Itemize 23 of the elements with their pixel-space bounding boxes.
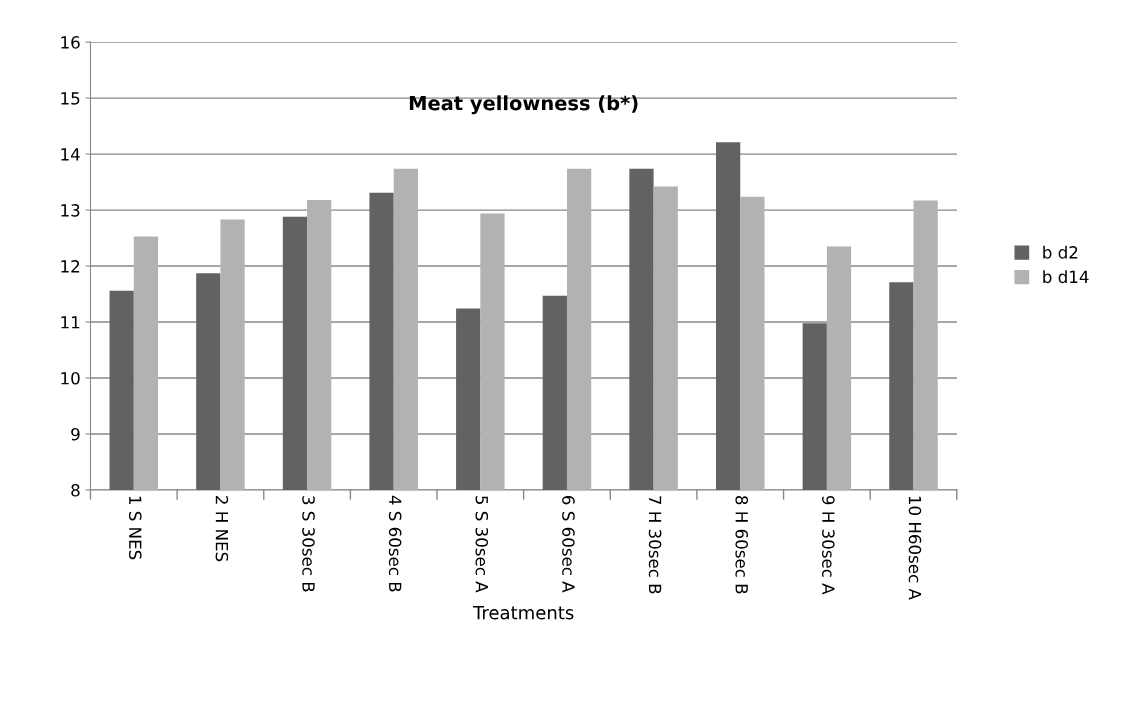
y-tick-label: 15 <box>61 92 80 105</box>
x-tick-label: 1 S NES <box>128 496 142 560</box>
y-tick-label: 8 <box>71 483 80 497</box>
y-tick-label: 10 <box>61 371 80 385</box>
x-tick-label: 6 S 60sec A <box>562 496 575 593</box>
x-tick-label: 4 S 60sec B <box>388 495 402 592</box>
y-tick-label: 11 <box>61 316 80 329</box>
y-tick-label: 13 <box>61 204 80 217</box>
y-tick-label: 9 <box>71 427 80 441</box>
y-tick-label: 14 <box>61 148 80 161</box>
x-tick-label: 7 H 30sec B <box>648 496 662 594</box>
x-tick-label: 2 H NES <box>215 496 229 562</box>
text: Meat yellowness (b*) <box>409 95 638 115</box>
x-tick-label: 9 H 30sec A <box>822 495 835 595</box>
x-tick-label: 10 H60sec A <box>908 496 922 600</box>
x-tick-label: 3 S 30sec B <box>302 496 315 592</box>
legend-label: b d2 <box>1043 245 1078 259</box>
y-tick-label: 16 <box>61 36 80 49</box>
x-axis-title: Treatments <box>472 606 574 620</box>
x-tick-label: 8 H 60sec B <box>735 495 749 594</box>
y-tick-label: 12 <box>61 260 80 273</box>
legend-label: b d14 <box>1043 270 1089 284</box>
x-tick-label: 5 S 30sec A <box>475 496 489 593</box>
